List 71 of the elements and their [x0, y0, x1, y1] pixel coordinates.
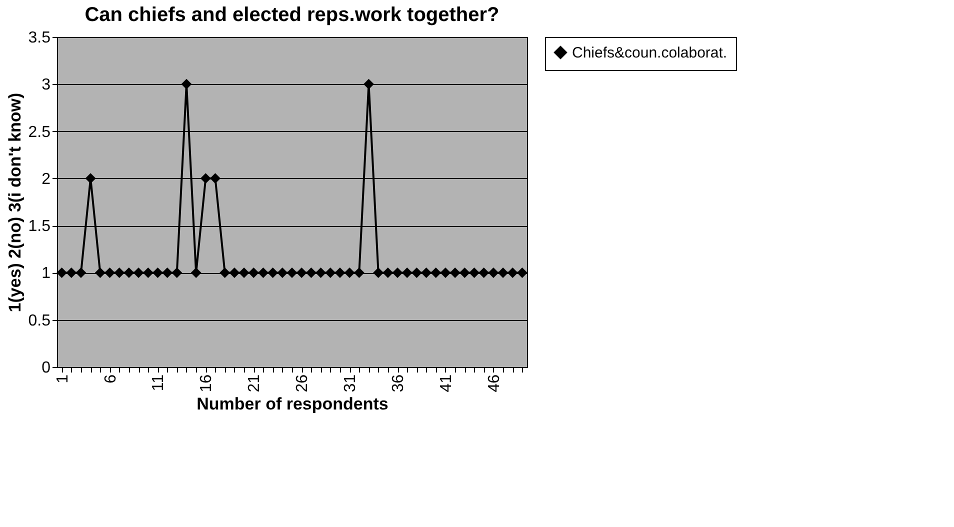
- point: [56, 267, 68, 278]
- x-tick-label: 26: [294, 374, 312, 392]
- point: [94, 267, 106, 278]
- y-tick-label: 2: [42, 170, 51, 188]
- x-tick-label: 41: [438, 374, 455, 392]
- x-axis-title: Number of respondents: [196, 394, 388, 414]
- point: [354, 267, 364, 278]
- point: [421, 267, 432, 278]
- point: [306, 267, 316, 278]
- x-tick-label: 46: [486, 374, 503, 392]
- point: [334, 267, 346, 278]
- y-tick-label: 3: [42, 76, 51, 94]
- point: [325, 267, 336, 278]
- y-tick-label: 3.5: [28, 30, 51, 46]
- point: [220, 267, 230, 278]
- point: [133, 267, 144, 278]
- point: [411, 267, 422, 278]
- point: [268, 267, 278, 278]
- point: [238, 267, 250, 278]
- point: [469, 267, 480, 278]
- point: [286, 267, 298, 278]
- x-tick-label: 1: [54, 374, 72, 384]
- point: [85, 173, 96, 184]
- point: [498, 267, 508, 278]
- point: [142, 267, 154, 278]
- point: [382, 267, 394, 278]
- point: [296, 267, 307, 278]
- point: [104, 267, 115, 278]
- point: [440, 267, 451, 278]
- point: [344, 267, 355, 278]
- legend-label: Chiefs&coun.colaborat.: [572, 44, 728, 62]
- point: [210, 173, 221, 184]
- y-tick-label: 1: [42, 265, 51, 282]
- x-tick-label: 21: [246, 374, 264, 392]
- point: [200, 173, 211, 184]
- point: [373, 267, 384, 278]
- y-tick-label: 0: [42, 360, 51, 376]
- point: [363, 78, 374, 90]
- point: [450, 267, 460, 278]
- point: [459, 267, 470, 278]
- point: [488, 267, 499, 278]
- point: [162, 267, 173, 278]
- point: [392, 267, 403, 278]
- x-tick-label: 36: [390, 374, 408, 392]
- x-tick-label: 31: [342, 374, 360, 392]
- chart-title: Can chiefs and elected reps.work together?: [84, 4, 500, 26]
- y-tick-label: 0.5: [28, 312, 51, 330]
- point: [248, 267, 259, 278]
- point: [402, 267, 412, 278]
- x-tick-label: 16: [198, 374, 216, 392]
- point: [229, 267, 240, 278]
- point: [114, 267, 125, 278]
- point: [516, 267, 528, 278]
- y-axis-title: 1(yes) 2(no) 3(i don't know): [5, 92, 24, 312]
- point: [181, 78, 192, 90]
- point: [76, 267, 86, 278]
- point: [258, 267, 268, 278]
- point: [152, 267, 163, 278]
- point: [316, 267, 326, 278]
- point: [478, 267, 490, 278]
- x-tick-label: 11: [150, 374, 168, 392]
- point: [430, 267, 442, 278]
- y-tick-label: 1.5: [28, 218, 51, 236]
- point: [277, 267, 288, 278]
- x-tick-label: 6: [102, 374, 120, 384]
- point: [124, 267, 134, 278]
- point: [66, 267, 77, 278]
- y-tick-label: 2.5: [28, 124, 51, 141]
- point: [190, 267, 202, 278]
- point: [507, 267, 518, 278]
- point: [172, 267, 182, 278]
